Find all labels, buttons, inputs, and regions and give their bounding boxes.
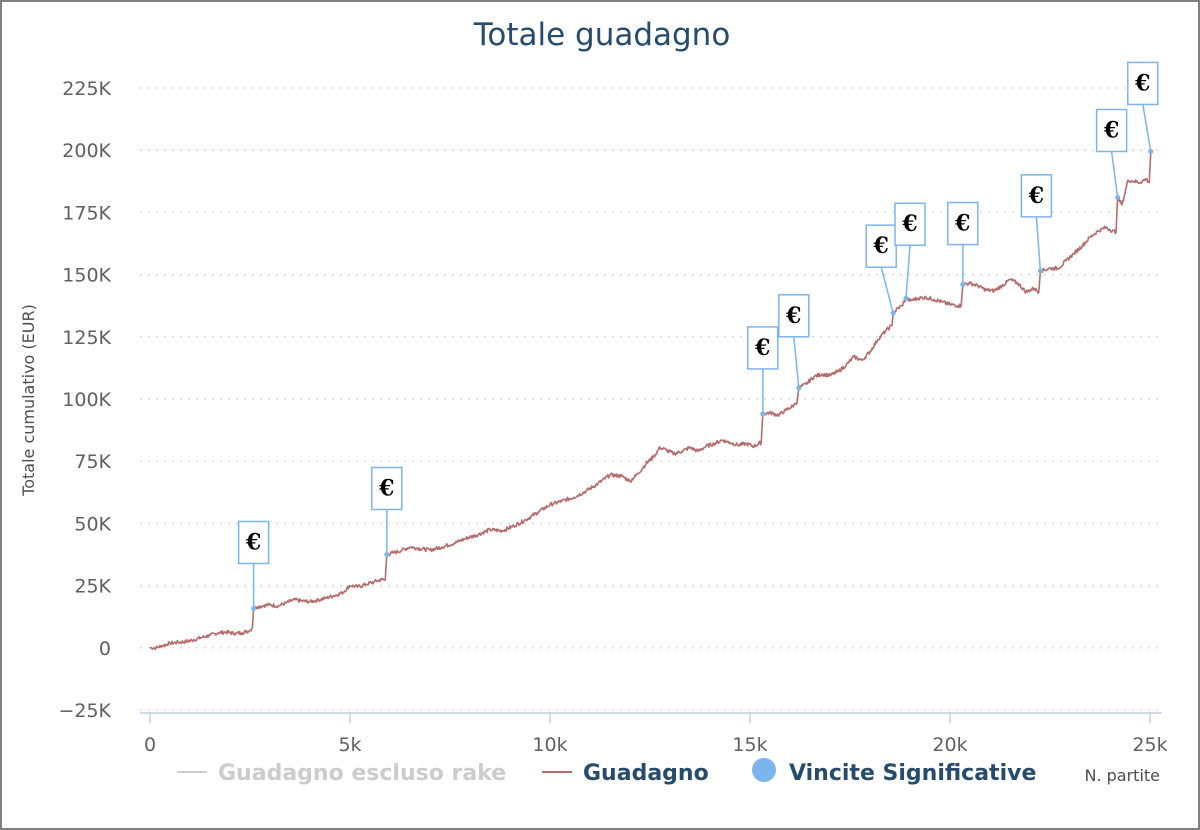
win-marker[interactable] xyxy=(760,411,766,417)
x-tick-label: 0 xyxy=(144,734,156,756)
x-axis: 0 5k 10k 15k 20k 25k xyxy=(140,712,1168,756)
flag-label: € xyxy=(1103,117,1119,143)
win-flag[interactable]: € xyxy=(371,466,403,558)
win-flag[interactable]: € xyxy=(747,326,779,417)
x-tick-label: 25k xyxy=(1132,734,1167,756)
flag-stem xyxy=(1142,104,1152,152)
flag-label: € xyxy=(954,211,970,237)
win-marker[interactable] xyxy=(1148,148,1154,154)
win-flag[interactable]: € xyxy=(1020,174,1053,274)
legend[interactable]: Guadagno escluso rake Guadagno Vincite Sig… xyxy=(177,758,1036,786)
legend-swatch xyxy=(752,758,776,782)
legend-item[interactable]: Vincite Significative xyxy=(752,758,1036,786)
y-tick-label: 200K xyxy=(62,140,111,162)
y-tick-label: 225K xyxy=(62,78,111,100)
y-tick-label: 125K xyxy=(62,327,111,349)
flag-label: € xyxy=(901,211,917,237)
grid-lines xyxy=(140,87,1162,711)
flag-stem xyxy=(905,245,911,299)
flag-stem xyxy=(1110,151,1119,198)
win-flag[interactable]: € xyxy=(1127,61,1159,154)
y-axis-ticks: −25K 0 25K 50K 75K 100K 125K 150K 175K 200K 225K xyxy=(58,78,111,722)
y-tick-label: 0 xyxy=(99,638,111,660)
flag-label: € xyxy=(1134,70,1150,96)
win-flag[interactable]: € xyxy=(947,201,979,288)
flag-stem xyxy=(1035,216,1042,271)
flag-box[interactable] xyxy=(1127,61,1159,106)
x-tick-label: 15k xyxy=(732,734,767,756)
legend-item[interactable]: Guadagno escluso rake xyxy=(177,761,506,786)
win-marker[interactable] xyxy=(796,385,802,391)
flag-box[interactable] xyxy=(778,294,810,338)
flag-box[interactable] xyxy=(894,202,926,246)
win-marker[interactable] xyxy=(903,295,909,301)
y-tick-label: 150K xyxy=(62,265,111,287)
win-flag[interactable]: € xyxy=(778,294,810,391)
flag-label: € xyxy=(378,476,394,502)
flag-box[interactable] xyxy=(747,326,779,370)
y-tick-label: 175K xyxy=(62,202,111,224)
y-tick-label: −25K xyxy=(58,700,111,722)
win-marker[interactable] xyxy=(890,310,896,316)
series-line-guadagno xyxy=(150,151,1152,651)
win-marker[interactable] xyxy=(1115,194,1121,200)
series-group xyxy=(150,151,1152,651)
flag-box[interactable] xyxy=(947,201,979,246)
win-marker[interactable] xyxy=(251,605,257,611)
win-flag[interactable]: € xyxy=(865,224,897,316)
win-flag[interactable]: € xyxy=(1095,108,1128,200)
win-flag[interactable]: € xyxy=(894,202,926,301)
y-axis-label: Totale cumulativo (EUR) xyxy=(19,304,38,497)
flag-label: € xyxy=(873,233,889,259)
flag-stem xyxy=(880,266,894,314)
flag-stem xyxy=(793,336,800,388)
win-marker[interactable] xyxy=(1037,268,1043,274)
y-tick-label: 100K xyxy=(62,389,111,411)
flag-box[interactable] xyxy=(1020,174,1053,218)
chart-title: Totale guadagno xyxy=(473,17,731,53)
legend-item[interactable]: Guadagno xyxy=(542,761,709,786)
legend-label: Guadagno escluso rake xyxy=(218,761,506,786)
flag-box[interactable] xyxy=(865,224,897,268)
y-tick-label: 50K xyxy=(74,513,111,535)
x-axis-label: N. partite xyxy=(1084,766,1160,785)
legend-label: Guadagno xyxy=(583,761,709,786)
x-tick-label: 10k xyxy=(532,734,567,756)
flag-label: € xyxy=(245,529,261,555)
win-marker[interactable] xyxy=(384,552,390,557)
win-marker[interactable] xyxy=(960,282,966,288)
y-tick-label: 75K xyxy=(74,451,111,473)
flag-label: € xyxy=(1028,183,1044,209)
y-tick-label: 25K xyxy=(74,576,111,598)
flag-box[interactable] xyxy=(371,466,403,511)
flag-label: € xyxy=(785,303,801,329)
legend-label: Vincite Significative xyxy=(789,761,1036,786)
x-tick-label: 20k xyxy=(932,734,967,756)
flag-box[interactable] xyxy=(237,520,270,565)
win-flag[interactable]: € xyxy=(237,520,270,611)
significant-wins-flags[interactable]: € € € € € € € € € € xyxy=(237,61,1159,611)
flag-box[interactable] xyxy=(1095,108,1128,153)
flag-label: € xyxy=(754,335,770,361)
x-tick-label: 5k xyxy=(338,734,361,756)
